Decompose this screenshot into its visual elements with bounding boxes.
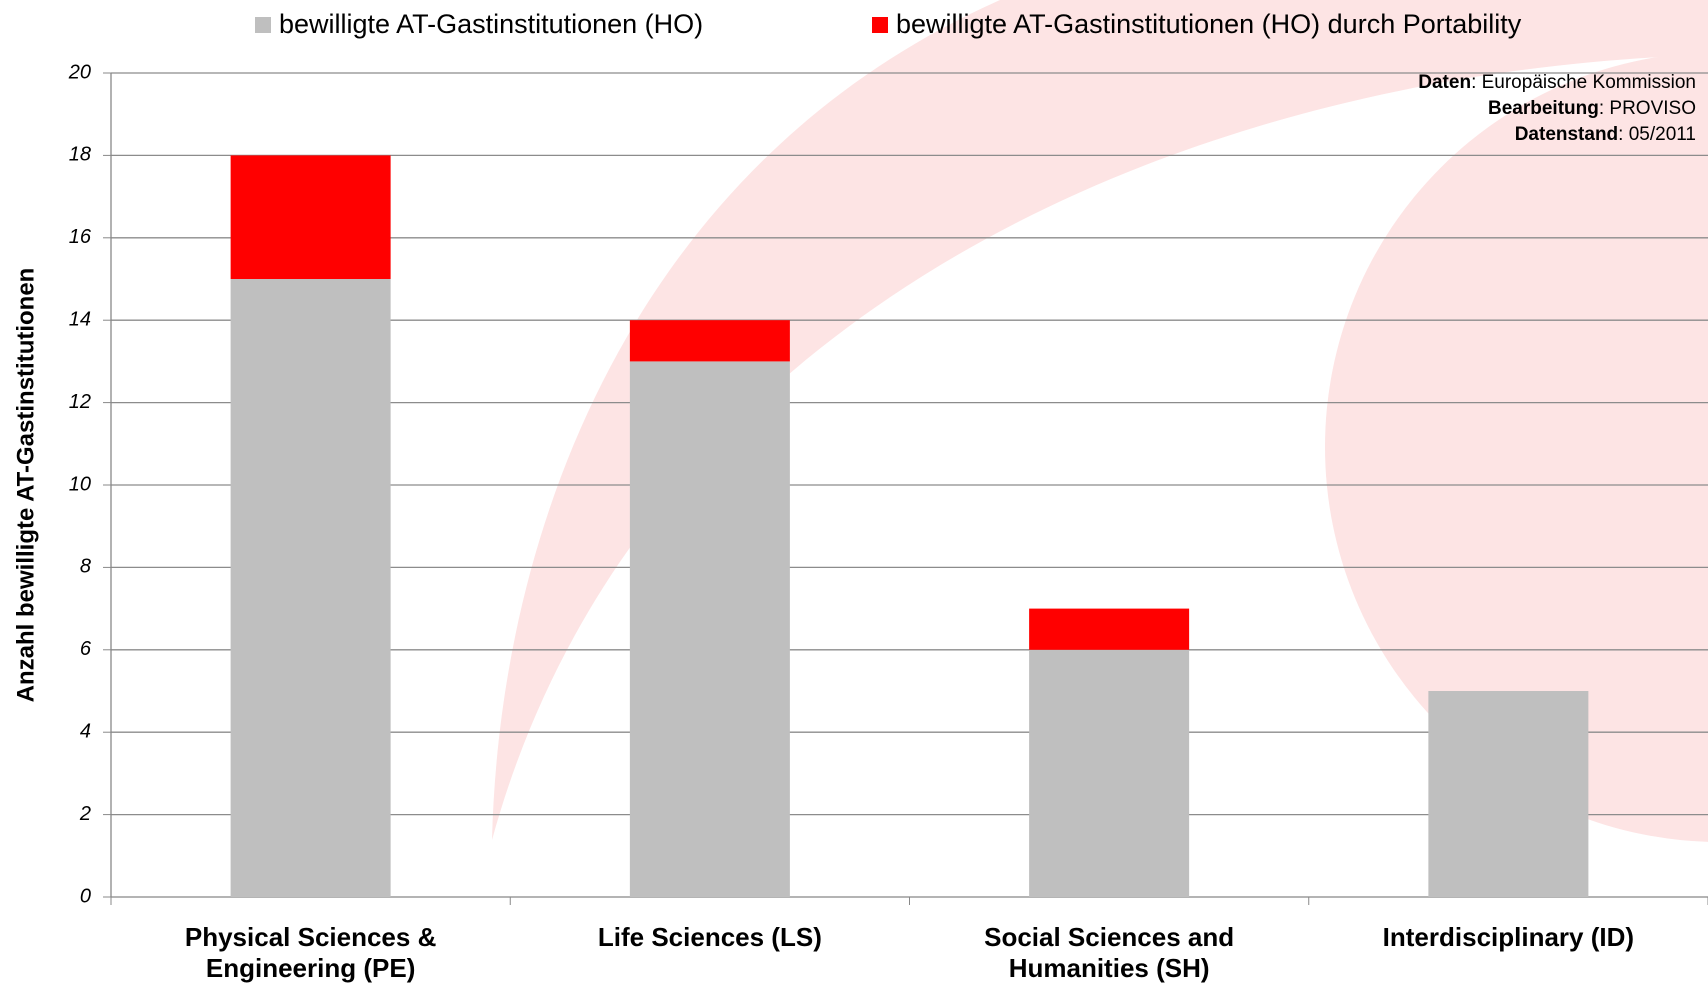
bar-segment	[629, 361, 790, 897]
y-tick-label: 14	[69, 308, 91, 330]
source-note: Daten: Europäische Kommission	[1418, 72, 1696, 93]
x-tick-label: Life Sciences (LS)	[597, 922, 822, 952]
bar-segment	[230, 155, 391, 279]
bar-segment	[629, 320, 790, 362]
source-key: Datenstand	[1515, 124, 1618, 145]
y-tick-label: 4	[80, 720, 91, 742]
x-tick-label: Social Sciences and Humanities (SH)	[984, 922, 1235, 983]
source-note: Datenstand: 05/2011	[1515, 124, 1696, 145]
source-key: Bearbeitung	[1488, 98, 1599, 119]
y-tick-label: 2	[79, 803, 91, 825]
legend-label: bewilligte AT-Gastinstitutionen (HO)	[279, 9, 703, 39]
source-note: Bearbeitung: PROVISO	[1488, 98, 1696, 119]
source-key: Daten	[1418, 72, 1471, 93]
bar-segment	[1029, 608, 1190, 650]
bar-segment	[1428, 691, 1589, 897]
legend-label: bewilligte AT-Gastinstitutionen (HO) dur…	[896, 9, 1522, 39]
y-tick-label: 18	[69, 144, 91, 166]
y-axis-label: Anzahl bewilligte AT-Gastinstitutionen	[12, 268, 39, 703]
y-tick-label: 6	[80, 638, 92, 660]
background-decoration	[492, 0, 1708, 842]
y-tick-label: 0	[80, 885, 91, 907]
legend-swatch	[872, 17, 888, 33]
y-tick-label: 10	[69, 473, 91, 495]
source-text: : PROVISO	[1599, 98, 1696, 119]
bar-segment	[230, 279, 391, 897]
x-tick-label: Physical Sciences & Engineering (PE)	[184, 922, 437, 983]
bar-segment	[1029, 649, 1190, 897]
y-tick-label: 8	[80, 556, 91, 578]
legend-swatch	[255, 17, 271, 33]
source-text: : 05/2011	[1618, 124, 1696, 145]
y-tick-label: 20	[68, 61, 91, 83]
x-tick-label: Interdisciplinary (ID)	[1382, 922, 1635, 952]
y-tick-label: 16	[69, 226, 92, 248]
source-text: : Europäische Kommission	[1471, 72, 1696, 93]
y-tick-label: 12	[69, 391, 91, 413]
